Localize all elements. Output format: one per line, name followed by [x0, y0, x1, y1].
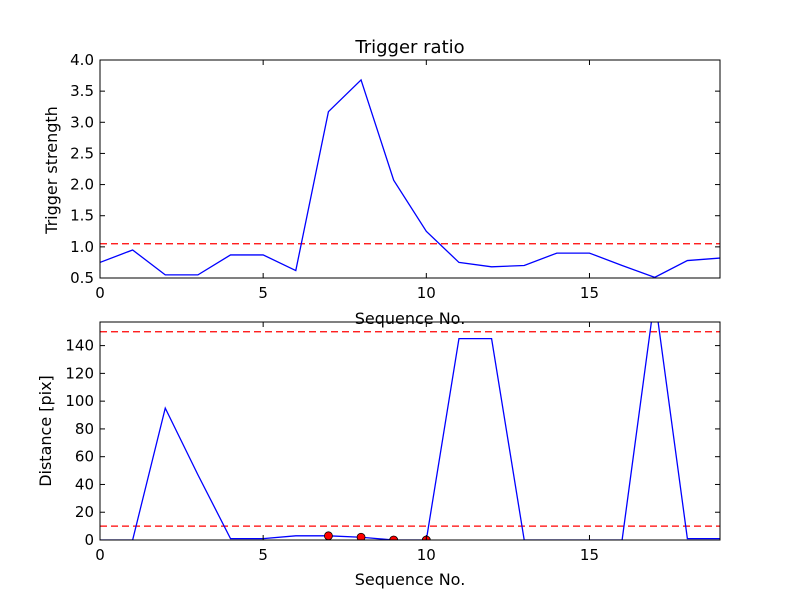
x-axis-label: Sequence No.: [355, 309, 466, 328]
y-tick-label: 0.5: [70, 269, 94, 287]
trigger-ratio-panel: Trigger ratio Sequence No. Trigger stren…: [42, 37, 721, 328]
y-tick-label: 1.0: [70, 238, 94, 256]
x-tick-label: 0: [95, 284, 105, 302]
x-tick-label: 10: [417, 284, 436, 302]
axes-frame: [99, 321, 721, 541]
data-point-marker: [389, 535, 399, 540]
y-tick-label: 3.0: [70, 113, 94, 131]
data-point-marker: [356, 532, 366, 540]
y-tick-label: 2.5: [70, 144, 94, 162]
plot-area: [100, 322, 720, 540]
plot-area: [100, 78, 720, 278]
x-tick-label: 0: [95, 546, 105, 564]
y-tick-label: 20: [75, 503, 94, 521]
y-tick-label: 40: [75, 475, 94, 493]
x-tick-label: 5: [258, 546, 268, 564]
chart-title: Trigger ratio: [354, 37, 464, 58]
x-tick-label: 15: [580, 284, 599, 302]
x-axis-label: Sequence No.: [355, 570, 466, 589]
y-tick-label: 60: [75, 448, 94, 466]
y-tick-label: 120: [65, 364, 94, 382]
y-axis-label: Trigger strength: [42, 106, 61, 235]
y-tick-label: 100: [65, 392, 94, 410]
x-tick-label: 15: [580, 546, 599, 564]
y-tick-label: 0: [84, 531, 94, 549]
x-tick-label: 5: [258, 284, 268, 302]
x-tick-label: 10: [417, 546, 436, 564]
distance-panel: Sequence No. Distance [pix] 0 5 10 15 0 20 40 6…: [36, 321, 721, 589]
y-axis-label: Distance [pix]: [36, 375, 55, 487]
series-line: [100, 78, 720, 278]
y-tick-label: 3.5: [70, 82, 94, 100]
y-tick-label: 4.0: [70, 51, 94, 69]
y-tick-label: 80: [75, 420, 94, 438]
y-tick-label: 1.5: [70, 207, 94, 225]
y-tick-label: 140: [65, 337, 94, 355]
y-tick-label: 2.0: [70, 176, 94, 194]
data-point-marker: [324, 531, 333, 540]
axes-frame: [99, 59, 721, 279]
series-line: [100, 322, 720, 540]
